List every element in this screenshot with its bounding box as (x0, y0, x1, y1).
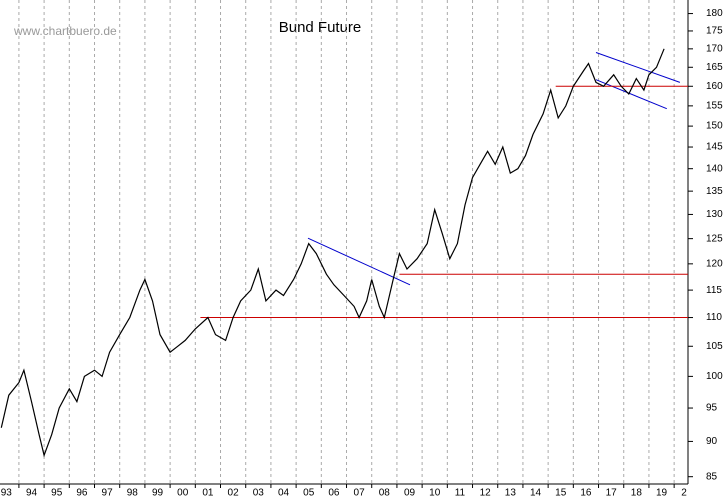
y-tick-label: 130 (706, 209, 723, 220)
x-tick-label: 16 (580, 488, 592, 499)
y-tick-label: 140 (706, 163, 723, 174)
x-tick-label: 06 (328, 488, 340, 499)
x-tick-label: 13 (505, 488, 517, 499)
y-tick-label: 95 (706, 403, 718, 414)
y-tick-label: 180 (706, 8, 723, 19)
y-tick-label: 110 (706, 312, 722, 323)
trend-line (595, 79, 667, 110)
x-tick-label: 94 (26, 488, 38, 499)
x-tick-label: 10 (429, 488, 441, 499)
y-tick-label: 120 (706, 258, 723, 269)
x-tick-label: 99 (152, 488, 164, 499)
y-tick-label: 115 (706, 285, 722, 296)
x-tick-label: 18 (631, 488, 643, 499)
y-tick-label: 100 (706, 371, 723, 382)
y-tick-label: 175 (706, 26, 723, 37)
y-tick-label: 125 (706, 233, 723, 244)
y-tick-label: 155 (706, 101, 723, 112)
y-tick-label: 160 (706, 81, 723, 92)
x-tick-label: 12 (480, 488, 492, 499)
x-tick-label: 05 (303, 488, 315, 499)
x-tick-label: 97 (102, 488, 114, 499)
y-tick-label: 170 (706, 43, 723, 54)
x-tick-label: 2 (681, 488, 687, 499)
y-tick-label: 135 (706, 186, 723, 197)
y-tick-label: 85 (706, 471, 718, 482)
x-tick-label: 07 (354, 488, 366, 499)
price-line (0, 48, 665, 458)
x-tick-label: 19 (656, 488, 668, 499)
x-tick-label: 15 (555, 488, 567, 499)
watermark: www.chartbuero.de (13, 24, 117, 38)
x-tick-label: 98 (127, 488, 139, 499)
x-tick-label: 95 (51, 488, 63, 499)
y-tick-label: 145 (706, 142, 723, 153)
chart-title: Bund Future (279, 19, 362, 36)
trend-line (595, 52, 681, 83)
x-tick-label: 08 (379, 488, 391, 499)
x-tick-label: 04 (278, 488, 290, 499)
x-tick-label: 00 (177, 488, 189, 499)
y-tick-label: 105 (706, 341, 723, 352)
x-tick-label: 11 (455, 488, 466, 499)
x-tick-label: 17 (606, 488, 618, 499)
x-tick-label: 02 (228, 488, 240, 499)
x-tick-label: 96 (76, 488, 88, 499)
x-tick-label: 09 (404, 488, 416, 499)
y-tick-label: 150 (706, 121, 723, 132)
x-tick-label: 14 (530, 488, 542, 499)
y-tick-label: 165 (706, 62, 723, 73)
trend-line (307, 237, 411, 286)
y-tick-label: 90 (706, 436, 718, 447)
x-tick-label: 03 (253, 488, 265, 499)
x-tick-label: 93 (1, 488, 13, 499)
x-tick-label: 01 (202, 488, 214, 499)
